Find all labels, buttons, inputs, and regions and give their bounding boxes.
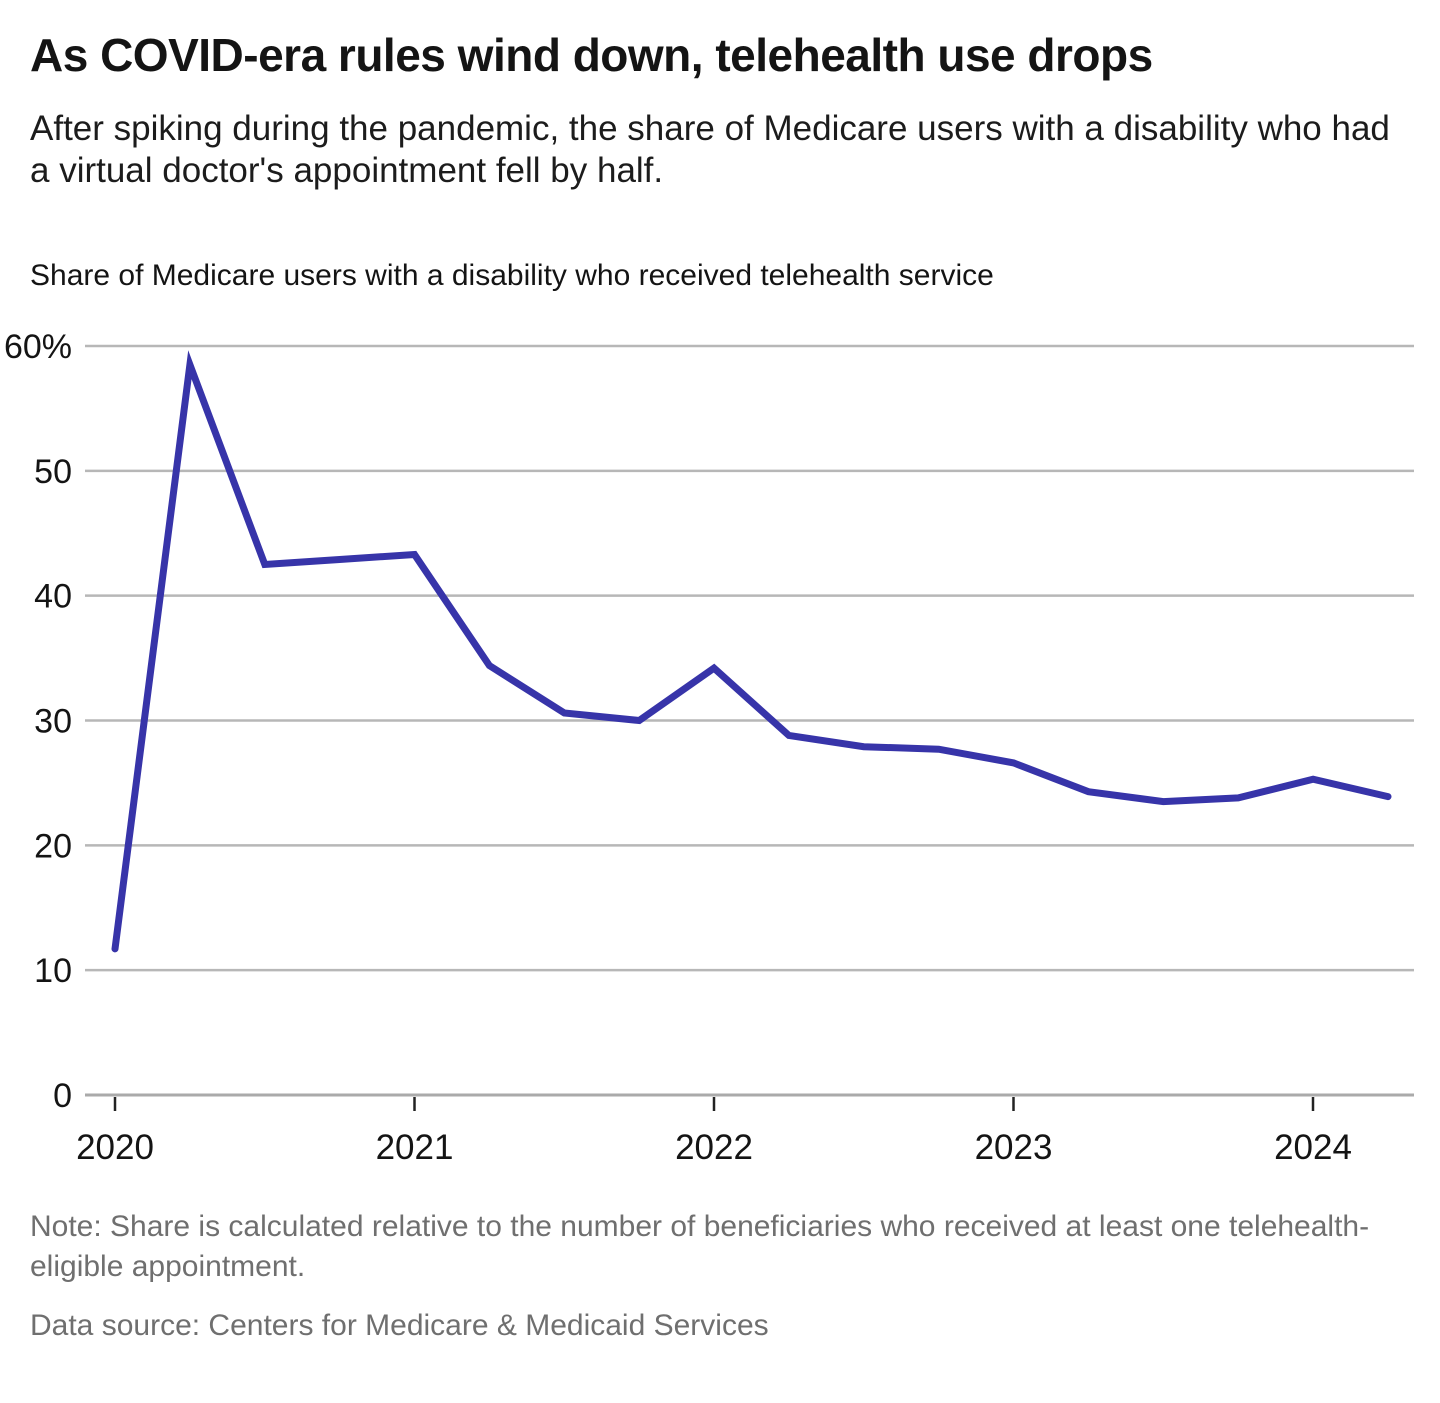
y-tick-label: 60% [4, 328, 72, 366]
y-tick-label: 20 [34, 827, 72, 865]
y-tick-label: 50 [34, 452, 72, 490]
y-tick-label: 0 [53, 1077, 72, 1115]
x-tick-label: 2023 [975, 1128, 1053, 1167]
chart-header: As COVID-era rules wind down, telehealth… [0, 0, 1440, 192]
y-tick-label: 10 [34, 952, 72, 990]
x-tick-label: 2020 [76, 1128, 154, 1167]
x-tick-label: 2024 [1274, 1128, 1352, 1167]
chart-area: 0 10 20 30 40 50 60% 2020 2021 2022 2023 2024 [0, 312, 1440, 1185]
chart-axis-title: Share of Medicare users with a disabilit… [30, 258, 994, 292]
telehealth-line-chart: 0 10 20 30 40 50 60% 2020 2021 2022 2023 2024 [4, 328, 1414, 1167]
x-tick-label: 2022 [675, 1128, 753, 1167]
x-tick-label: 2021 [376, 1128, 454, 1167]
y-tick-label: 30 [34, 702, 72, 740]
note-text: Note: Share is calculated relative to th… [30, 1209, 1370, 1284]
page-title: As COVID-era rules wind down, telehealth… [30, 29, 1153, 81]
source-text: Data source: Centers for Medicare & Medi… [30, 1308, 769, 1342]
y-tick-label: 40 [34, 577, 72, 615]
chart-footer: Note: Share is calculated relative to th… [30, 1207, 1410, 1347]
page-subtitle: After spiking during the pandemic, the s… [30, 108, 1390, 190]
telehealth-share-line [111, 349, 1392, 952]
